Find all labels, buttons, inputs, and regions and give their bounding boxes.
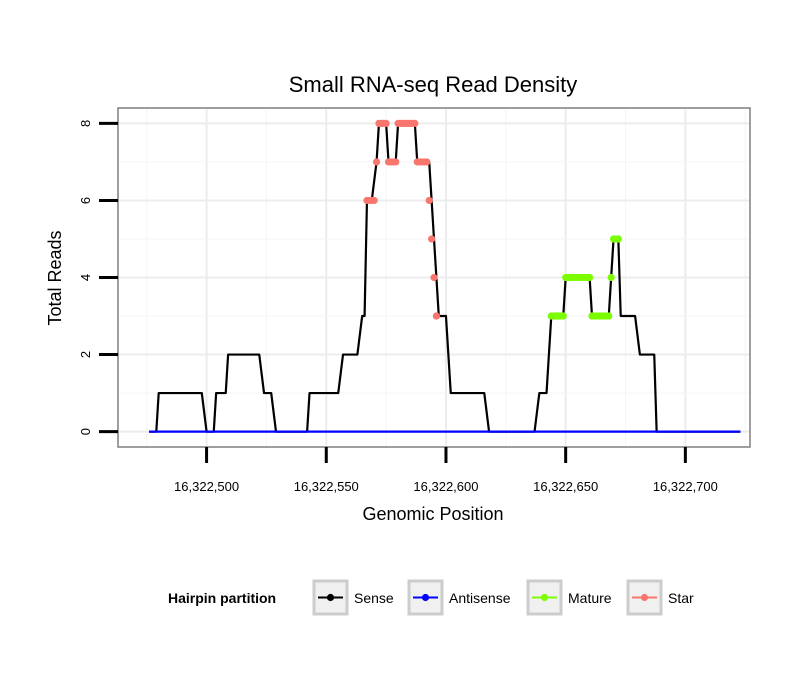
x-tick-label: 16,322,700 (653, 479, 718, 494)
data-point-star (370, 196, 378, 205)
data-point-mature (559, 312, 567, 320)
x-tick-label: 16,322,600 (413, 479, 478, 494)
y-tick-label: 6 (78, 197, 93, 204)
legend-key-point (326, 593, 335, 602)
legend-key-point (640, 593, 649, 602)
y-axis-title: Total Reads (45, 230, 65, 325)
data-point-mature (607, 273, 615, 282)
y-tick-label: 4 (78, 274, 93, 281)
legend-entry-mature: Mature (526, 579, 612, 616)
legend-entry-sense: Sense (312, 579, 394, 616)
y-tick-label: 0 (78, 428, 93, 435)
legend-title: Hairpin partition (168, 590, 276, 606)
series-points (363, 119, 622, 320)
data-point-mature (614, 235, 622, 243)
legend-label-star: Star (668, 590, 694, 606)
x-tick-label: 16,322,500 (174, 479, 239, 494)
legend-entry-star: Star (626, 579, 694, 616)
data-point-star (372, 158, 381, 166)
plot-area (117, 107, 751, 448)
legend-key-point (540, 593, 549, 602)
data-point-star (430, 273, 438, 282)
x-tick-label: 16,322,650 (533, 479, 598, 494)
x-tick-label: 16,322,550 (294, 479, 359, 494)
legend-label-mature: Mature (568, 590, 612, 606)
legend-entry-antisense: Antisense (407, 579, 511, 616)
y-tick-label: 2 (78, 351, 93, 358)
chart-title: Small RNA-seq Read Density (289, 72, 578, 97)
data-point-mature (586, 273, 594, 282)
data-point-star (382, 119, 390, 128)
data-point-star (432, 312, 440, 320)
grid-lines (119, 109, 749, 446)
legend-entries: Sense Antisense Mature Star (312, 579, 694, 616)
data-point-star (428, 235, 436, 243)
data-point-mature (605, 312, 613, 320)
data-point-star (392, 158, 400, 166)
legend-label-antisense: Antisense (449, 590, 511, 606)
x-axis-title: Genomic Position (362, 504, 503, 524)
legend-key-point (421, 593, 430, 602)
data-point-star (411, 119, 419, 128)
y-axis: 0 2 4 6 8 (78, 120, 118, 435)
x-axis: 16,322,500 16,322,550 16,322,600 16,322,650… (174, 447, 718, 494)
data-point-star (425, 196, 433, 205)
legend-label-sense: Sense (354, 590, 394, 606)
legend: Hairpin partition Sense Antisense Mature St… (168, 579, 694, 616)
data-point-star (423, 158, 431, 166)
y-tick-label: 8 (78, 120, 93, 127)
